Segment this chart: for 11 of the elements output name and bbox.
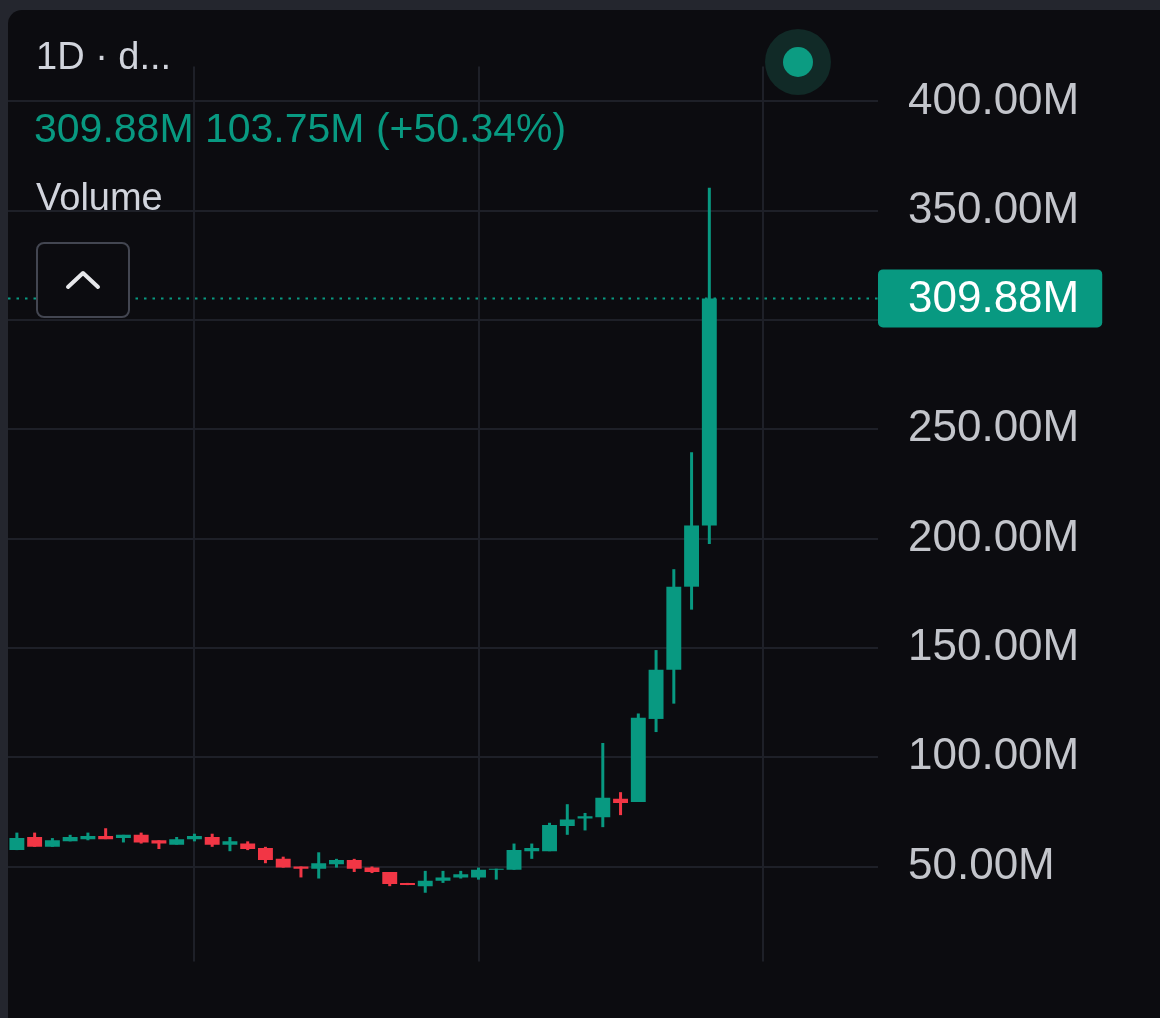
y-tick-label: 250.00M xyxy=(908,401,1080,451)
y-tick-label: 150.00M xyxy=(908,620,1080,670)
y-tick-label: 200.00M xyxy=(908,510,1080,560)
chart-title: 1D · d... xyxy=(36,34,172,78)
y-tick-label: 100.00M xyxy=(908,729,1080,779)
y-tick-label: 50.00M xyxy=(908,838,1055,888)
annotation: Volume xyxy=(36,175,163,219)
y-tick-label: 350.00M xyxy=(908,182,1080,232)
y-tick-label: 400.00M xyxy=(908,73,1080,123)
text: 309.88M 103.75M (+50.34%) xyxy=(34,105,567,151)
ref-line-label: 309.88M xyxy=(908,271,1080,321)
